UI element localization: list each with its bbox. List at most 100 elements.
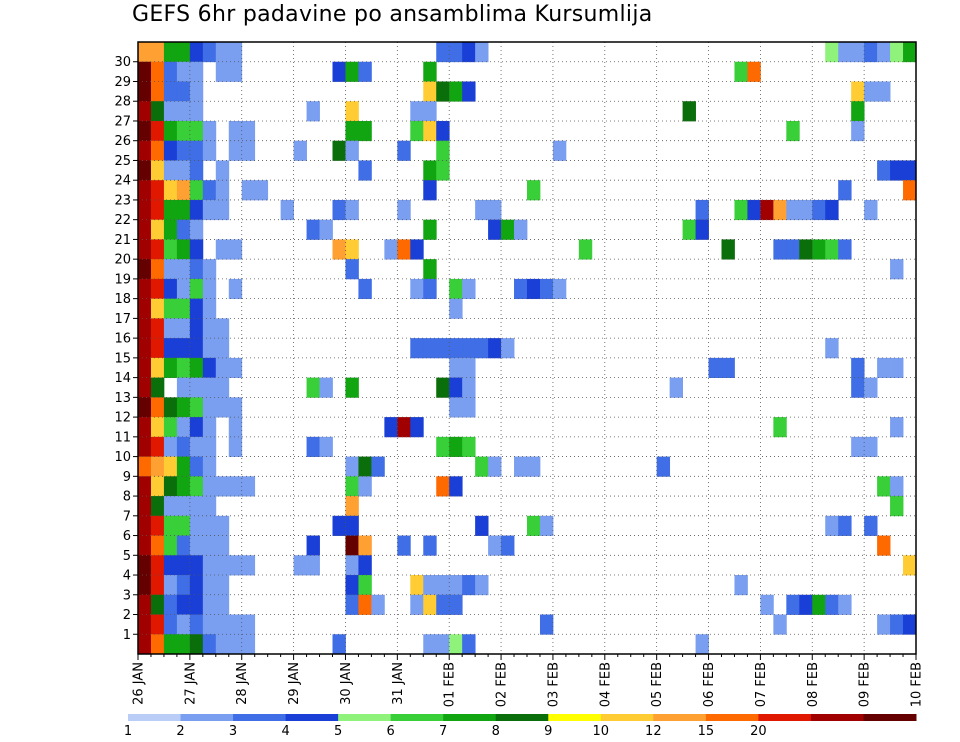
heatmap-cell (202, 436, 217, 457)
heatmap-cell (163, 634, 178, 655)
heatmap-cell (163, 259, 178, 280)
heatmap-cell (423, 101, 437, 122)
heatmap-cell (202, 555, 217, 576)
heatmap-cell (176, 278, 191, 300)
heatmap-cell (397, 140, 411, 161)
heatmap-cell (449, 397, 463, 418)
heatmap-cell (825, 338, 839, 359)
heatmap-cell (345, 259, 359, 280)
heatmap-cell (189, 377, 204, 398)
heatmap-cell (436, 594, 450, 615)
legend-label: 15 (698, 724, 715, 739)
heatmap-cell (215, 61, 230, 82)
heatmap-cell (578, 239, 593, 260)
heatmap-cell (176, 199, 191, 221)
heatmap-cell (306, 535, 320, 556)
heatmap-cell (189, 456, 204, 477)
heatmap-cell (773, 199, 787, 221)
heatmap-cell (890, 417, 904, 438)
heatmap-cell (150, 555, 165, 576)
heatmap-cell (202, 496, 217, 517)
heatmap-cell (734, 61, 748, 82)
heatmap-cell (138, 61, 152, 82)
heatmap-cell (138, 219, 152, 240)
heatmap-cell (150, 298, 165, 319)
heatmap-cell (176, 259, 191, 280)
heatmap-cell (293, 555, 307, 576)
y-tick-label: 10 (114, 450, 131, 465)
heatmap-cell (812, 199, 826, 221)
heatmap-cell (150, 594, 165, 615)
y-tick-label: 20 (114, 253, 131, 268)
heatmap-cell (890, 259, 904, 280)
heatmap-cell (150, 140, 165, 161)
heatmap-cell (163, 594, 178, 615)
heatmap-cell (423, 160, 437, 181)
heatmap-cell (514, 456, 528, 477)
legend-swatch (233, 714, 287, 721)
heatmap-cell (241, 555, 256, 576)
heatmap-cell (176, 298, 191, 319)
heatmap-cell (241, 634, 256, 655)
heatmap-cell (176, 515, 191, 536)
heatmap-cell (332, 239, 346, 260)
heatmap-cell (138, 436, 152, 457)
heatmap-cell (215, 634, 230, 655)
y-tick-label: 6 (123, 529, 131, 544)
y-tick-label: 25 (114, 154, 131, 169)
heatmap-cell (410, 239, 424, 260)
heatmap-cell (864, 515, 878, 536)
heatmap-cell (138, 81, 152, 102)
heatmap-cell (150, 81, 165, 102)
heatmap-cell (462, 397, 476, 418)
heatmap-cell (838, 515, 852, 536)
heatmap-cell (345, 377, 359, 398)
heatmap-cell (890, 160, 904, 181)
heatmap-cell (423, 219, 437, 240)
heatmap-cell (345, 535, 359, 556)
x-tick-label: 08 FEB (806, 662, 821, 707)
heatmap-cell (163, 180, 178, 201)
heatmap-cell (138, 338, 152, 359)
heatmap-cell (228, 278, 243, 300)
heatmap-cell (163, 298, 178, 319)
heatmap-cell (410, 575, 424, 596)
heatmap-cell (423, 535, 437, 556)
legend-label: 1 (124, 724, 132, 739)
heatmap-cell (150, 259, 165, 280)
heatmap-cell (176, 614, 191, 635)
heatmap-cell (397, 417, 411, 438)
heatmap-cell (150, 397, 165, 418)
heatmap-cell (539, 278, 554, 300)
y-tick-label: 5 (123, 549, 131, 564)
heatmap-cell (176, 357, 191, 379)
heatmap-cell (345, 61, 359, 82)
heatmap-cell (176, 239, 191, 260)
heatmap-cell (228, 476, 243, 497)
heatmap-cell (163, 496, 178, 517)
heatmap-cell (202, 278, 217, 300)
heatmap-cell (877, 42, 891, 63)
x-tick-label: 10 FEB (910, 662, 925, 707)
heatmap-cell (202, 417, 217, 438)
heatmap-cell (825, 239, 839, 260)
heatmap-cell (293, 140, 307, 161)
heatmap-cell (682, 219, 696, 240)
heatmap-cell (150, 101, 165, 122)
y-tick-label: 15 (114, 351, 131, 366)
heatmap-cell (423, 278, 437, 300)
heatmap-cell (215, 555, 230, 576)
heatmap-cell (527, 180, 541, 201)
heatmap-cell (138, 456, 152, 477)
heatmap-cell (202, 357, 217, 379)
heatmap-cell (189, 476, 204, 497)
y-tick-label: 17 (114, 312, 131, 327)
heatmap-cell (189, 515, 204, 536)
heatmap-cell (851, 357, 865, 379)
heatmap-cell (189, 42, 204, 63)
heatmap-cell (436, 436, 450, 457)
heatmap-cell (838, 594, 852, 615)
y-tick-label: 7 (123, 509, 131, 524)
heatmap-cell (475, 199, 489, 221)
